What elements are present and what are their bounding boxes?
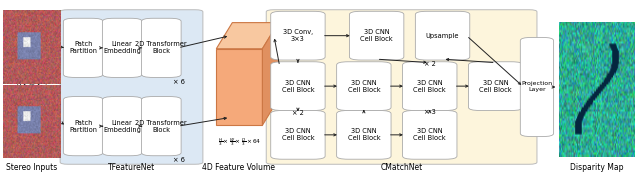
Polygon shape	[216, 23, 278, 49]
Text: × 2: × 2	[292, 110, 304, 116]
Text: Upsample: Upsample	[426, 33, 460, 39]
FancyBboxPatch shape	[337, 110, 391, 159]
FancyBboxPatch shape	[520, 37, 554, 137]
Text: 3D CNN
Cell Block: 3D CNN Cell Block	[413, 128, 446, 141]
Text: Patch
Partition: Patch Partition	[69, 41, 97, 54]
FancyBboxPatch shape	[102, 97, 142, 156]
Text: 3D CNN
Cell Block: 3D CNN Cell Block	[348, 128, 380, 141]
FancyBboxPatch shape	[468, 62, 523, 110]
FancyBboxPatch shape	[403, 62, 457, 110]
Text: 3D Conv,
3×3: 3D Conv, 3×3	[283, 29, 313, 42]
Text: 3D CNN
Cell Block: 3D CNN Cell Block	[282, 128, 314, 141]
FancyBboxPatch shape	[271, 62, 325, 110]
FancyBboxPatch shape	[141, 97, 181, 156]
Text: 2D Transformer
Block: 2D Transformer Block	[136, 120, 187, 133]
Text: 4D Feature Volume: 4D Feature Volume	[202, 163, 275, 172]
Text: 2D Transformer
Block: 2D Transformer Block	[136, 41, 187, 54]
FancyBboxPatch shape	[415, 11, 470, 60]
FancyBboxPatch shape	[63, 18, 103, 77]
Text: 3D CNN
Cell Block: 3D CNN Cell Block	[348, 80, 380, 93]
FancyBboxPatch shape	[141, 18, 181, 77]
Text: $H \times W \times 3$: $H \times W \times 3$	[15, 80, 47, 88]
FancyBboxPatch shape	[349, 11, 404, 60]
FancyBboxPatch shape	[266, 10, 537, 164]
Text: 3D CNN
Cell Block: 3D CNN Cell Block	[413, 80, 446, 93]
Text: Stereo Inputs: Stereo Inputs	[6, 163, 57, 172]
Text: TFeatureNet: TFeatureNet	[108, 163, 155, 172]
Text: × 3: × 3	[424, 109, 436, 115]
Text: CMatchNet: CMatchNet	[380, 163, 422, 172]
FancyBboxPatch shape	[271, 11, 325, 60]
Text: Projection
Layer: Projection Layer	[522, 81, 552, 93]
Polygon shape	[216, 49, 262, 125]
Text: $\frac{H}{3}\times\frac{W}{3}\times\frac{D}{3}\times 64$: $\frac{H}{3}\times\frac{W}{3}\times\frac…	[218, 136, 262, 148]
FancyBboxPatch shape	[102, 18, 142, 77]
Text: × 6: × 6	[173, 79, 185, 85]
Text: Linear
Embedding: Linear Embedding	[103, 41, 141, 54]
Text: Linear
Embedding: Linear Embedding	[103, 120, 141, 133]
FancyBboxPatch shape	[63, 97, 103, 156]
Text: 3D CNN
Cell Block: 3D CNN Cell Block	[479, 80, 512, 93]
Text: Patch
Partition: Patch Partition	[69, 120, 97, 133]
FancyBboxPatch shape	[337, 62, 391, 110]
FancyBboxPatch shape	[60, 10, 203, 164]
FancyBboxPatch shape	[403, 110, 457, 159]
FancyBboxPatch shape	[271, 110, 325, 159]
Text: × 6: × 6	[173, 157, 185, 163]
Text: 3D CNN
Cell Block: 3D CNN Cell Block	[360, 29, 393, 42]
Text: × 2: × 2	[424, 61, 436, 66]
Text: 3D CNN
Cell Block: 3D CNN Cell Block	[282, 80, 314, 93]
Text: Disparity Map: Disparity Map	[570, 163, 624, 172]
Polygon shape	[262, 23, 278, 125]
